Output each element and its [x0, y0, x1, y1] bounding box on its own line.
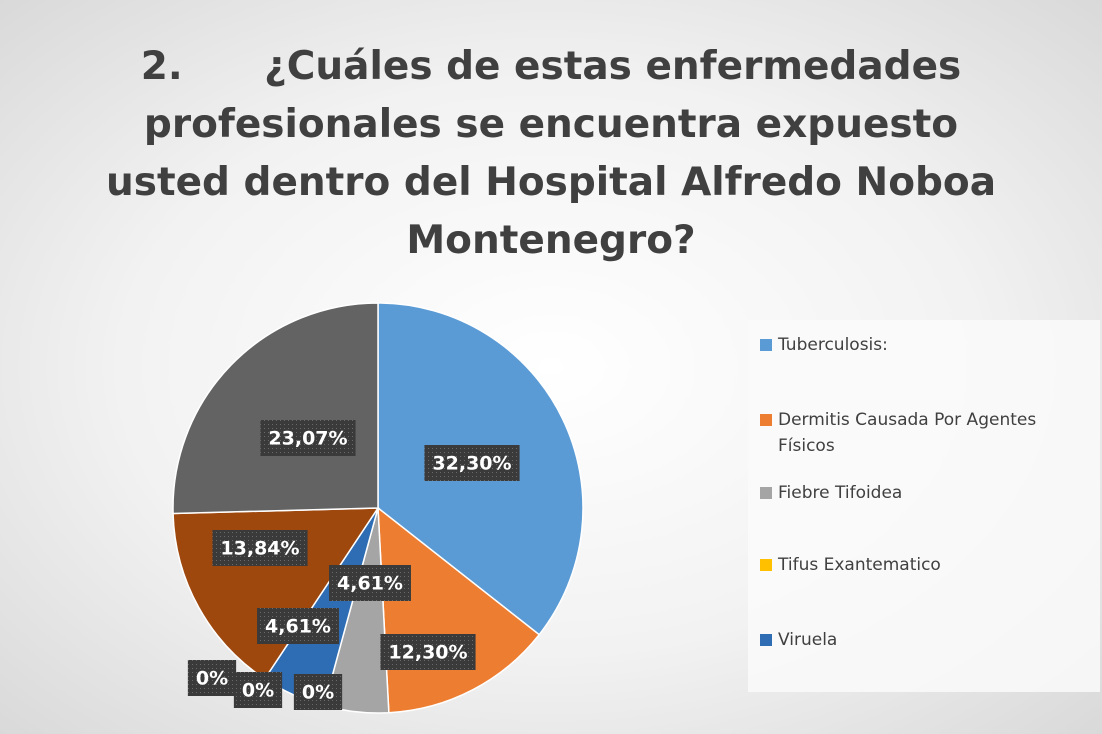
pie-slice	[172, 302, 379, 515]
legend-line: Físicos	[778, 436, 835, 456]
legend-swatch	[760, 559, 772, 571]
legend-label: Viruela	[778, 630, 837, 650]
data-label-box	[424, 445, 520, 481]
data-label: 0%	[196, 668, 228, 690]
legend-label: Fiebre Tifoidea	[778, 483, 902, 503]
data-label: 4,61%	[265, 616, 331, 638]
data-label-box	[187, 660, 237, 696]
data-label-box	[212, 530, 308, 566]
data-label: 4,61%	[337, 573, 403, 595]
legend-swatch	[760, 634, 772, 646]
data-label: 0%	[302, 682, 334, 704]
data-label: 0%	[242, 680, 274, 702]
data-label-box	[260, 420, 356, 456]
legend-label: Tuberculosis:	[777, 335, 888, 355]
data-label-box	[257, 608, 339, 644]
legend-swatch	[760, 414, 772, 426]
data-label-box	[233, 672, 283, 708]
legend-swatch	[760, 487, 772, 499]
data-label-box	[329, 565, 411, 601]
data-label: 12,30%	[388, 642, 467, 664]
legend-box	[748, 320, 1100, 692]
data-label: 13,84%	[220, 538, 299, 560]
legend-swatch	[760, 339, 772, 351]
legend-label: Dermitis Causada Por Agentes Físicos	[778, 410, 1036, 456]
legend-label: Tifus Exantematico	[777, 555, 941, 575]
data-label-box	[380, 634, 476, 670]
chart-title: 2. ¿Cuáles de estas enfermedades profesi…	[105, 44, 1010, 263]
legend-line: Dermitis Causada Por Agentes	[778, 410, 1036, 430]
data-label: 32,30%	[432, 453, 511, 475]
data-label: 23,07%	[268, 428, 347, 450]
data-label-box	[293, 674, 343, 710]
